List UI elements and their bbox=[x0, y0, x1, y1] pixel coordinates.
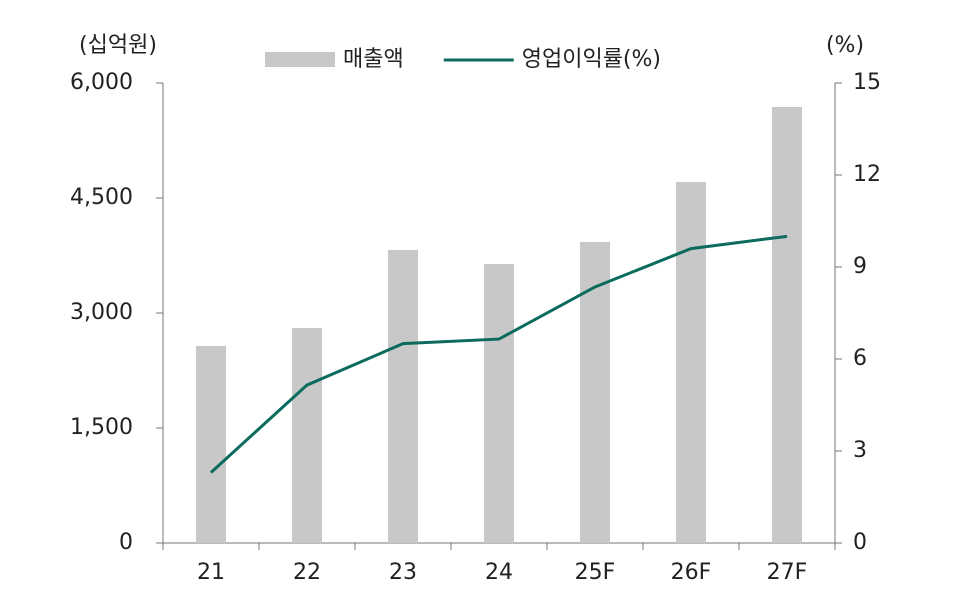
x-tick-label: 24 bbox=[485, 560, 513, 585]
line bbox=[209, 234, 788, 474]
x-tick-label: 23 bbox=[389, 560, 417, 585]
bar bbox=[484, 264, 514, 543]
bar bbox=[676, 181, 706, 543]
y-tick-label: 6,000 bbox=[70, 70, 133, 95]
y2-tick-label: 15 bbox=[853, 70, 881, 95]
bar bbox=[388, 249, 418, 544]
bar bbox=[772, 106, 802, 543]
x-tick-label: 27F bbox=[767, 560, 808, 585]
y2-tick-label: 3 bbox=[853, 438, 867, 463]
y-tick-label: 3,000 bbox=[70, 300, 133, 325]
x-tick-label: 22 bbox=[293, 560, 321, 585]
x-tick-label: 21 bbox=[197, 560, 225, 585]
bar bbox=[292, 328, 322, 543]
legend-swatch bbox=[265, 52, 335, 67]
y-axis-label: (십억원) bbox=[79, 33, 157, 58]
legend-label: 영업이익률(%) bbox=[522, 47, 661, 72]
y-tick-label: 1,500 bbox=[70, 415, 133, 440]
y2-tick-label: 9 bbox=[853, 254, 867, 279]
legend-label: 매출액 bbox=[343, 47, 404, 72]
bar bbox=[196, 345, 226, 543]
y2-tick-label: 0 bbox=[853, 530, 867, 555]
y2-axis-label: (%) bbox=[826, 33, 864, 58]
x-tick-label: 25F bbox=[575, 560, 616, 585]
x-tick-label: 26F bbox=[671, 560, 712, 585]
y-tick-label: 4,500 bbox=[70, 185, 133, 210]
y2-tick-label: 12 bbox=[853, 162, 881, 187]
y-tick-label: 0 bbox=[119, 530, 133, 555]
y2-tick-label: 6 bbox=[853, 346, 867, 371]
